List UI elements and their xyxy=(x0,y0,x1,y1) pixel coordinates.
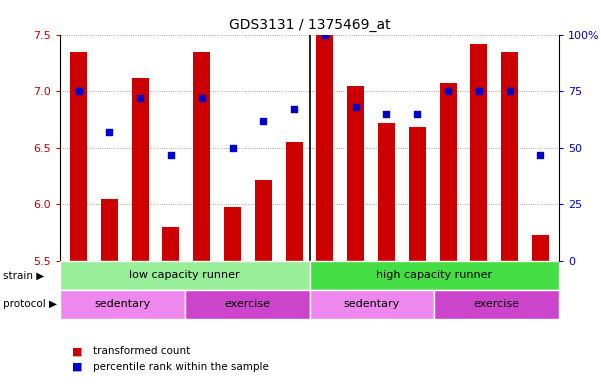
Point xyxy=(105,129,114,135)
Text: ■: ■ xyxy=(72,362,82,372)
Text: low capacity runner: low capacity runner xyxy=(129,270,240,280)
Bar xyxy=(409,127,426,261)
Bar xyxy=(310,261,559,290)
Text: transformed count: transformed count xyxy=(93,346,191,356)
Point xyxy=(474,88,484,94)
Point xyxy=(382,111,391,117)
Bar xyxy=(162,227,180,261)
Point xyxy=(166,152,175,158)
Point xyxy=(535,152,545,158)
Text: ■: ■ xyxy=(72,346,82,356)
Bar xyxy=(194,51,210,261)
Text: percentile rank within the sample: percentile rank within the sample xyxy=(93,362,269,372)
Bar xyxy=(285,142,302,261)
Point xyxy=(412,111,422,117)
Point xyxy=(505,88,514,94)
Bar xyxy=(435,290,559,319)
Point xyxy=(289,106,299,113)
Text: exercise: exercise xyxy=(474,299,520,309)
Bar xyxy=(501,51,518,261)
Text: sedentary: sedentary xyxy=(344,299,400,309)
Bar xyxy=(101,199,118,261)
Bar xyxy=(439,83,457,261)
Bar xyxy=(471,44,487,261)
Point xyxy=(228,145,237,151)
Point xyxy=(74,88,84,94)
Point xyxy=(258,118,268,124)
Text: protocol ▶: protocol ▶ xyxy=(3,299,57,309)
Bar xyxy=(60,290,185,319)
Bar xyxy=(255,180,272,261)
Text: high capacity runner: high capacity runner xyxy=(376,270,492,280)
Point xyxy=(135,95,145,101)
Text: strain ▶: strain ▶ xyxy=(3,270,44,280)
Point xyxy=(351,104,361,110)
Point xyxy=(197,95,207,101)
Bar xyxy=(378,123,395,261)
Bar xyxy=(70,51,87,261)
Title: GDS3131 / 1375469_at: GDS3131 / 1375469_at xyxy=(229,18,390,32)
Point xyxy=(444,88,453,94)
Bar xyxy=(60,261,310,290)
Bar xyxy=(347,86,364,261)
Point xyxy=(320,31,330,38)
Bar xyxy=(310,290,435,319)
Text: exercise: exercise xyxy=(224,299,270,309)
Bar xyxy=(132,78,148,261)
Bar xyxy=(185,290,310,319)
Bar xyxy=(532,235,549,261)
Bar xyxy=(224,207,241,261)
Text: sedentary: sedentary xyxy=(94,299,151,309)
Bar xyxy=(317,35,334,261)
